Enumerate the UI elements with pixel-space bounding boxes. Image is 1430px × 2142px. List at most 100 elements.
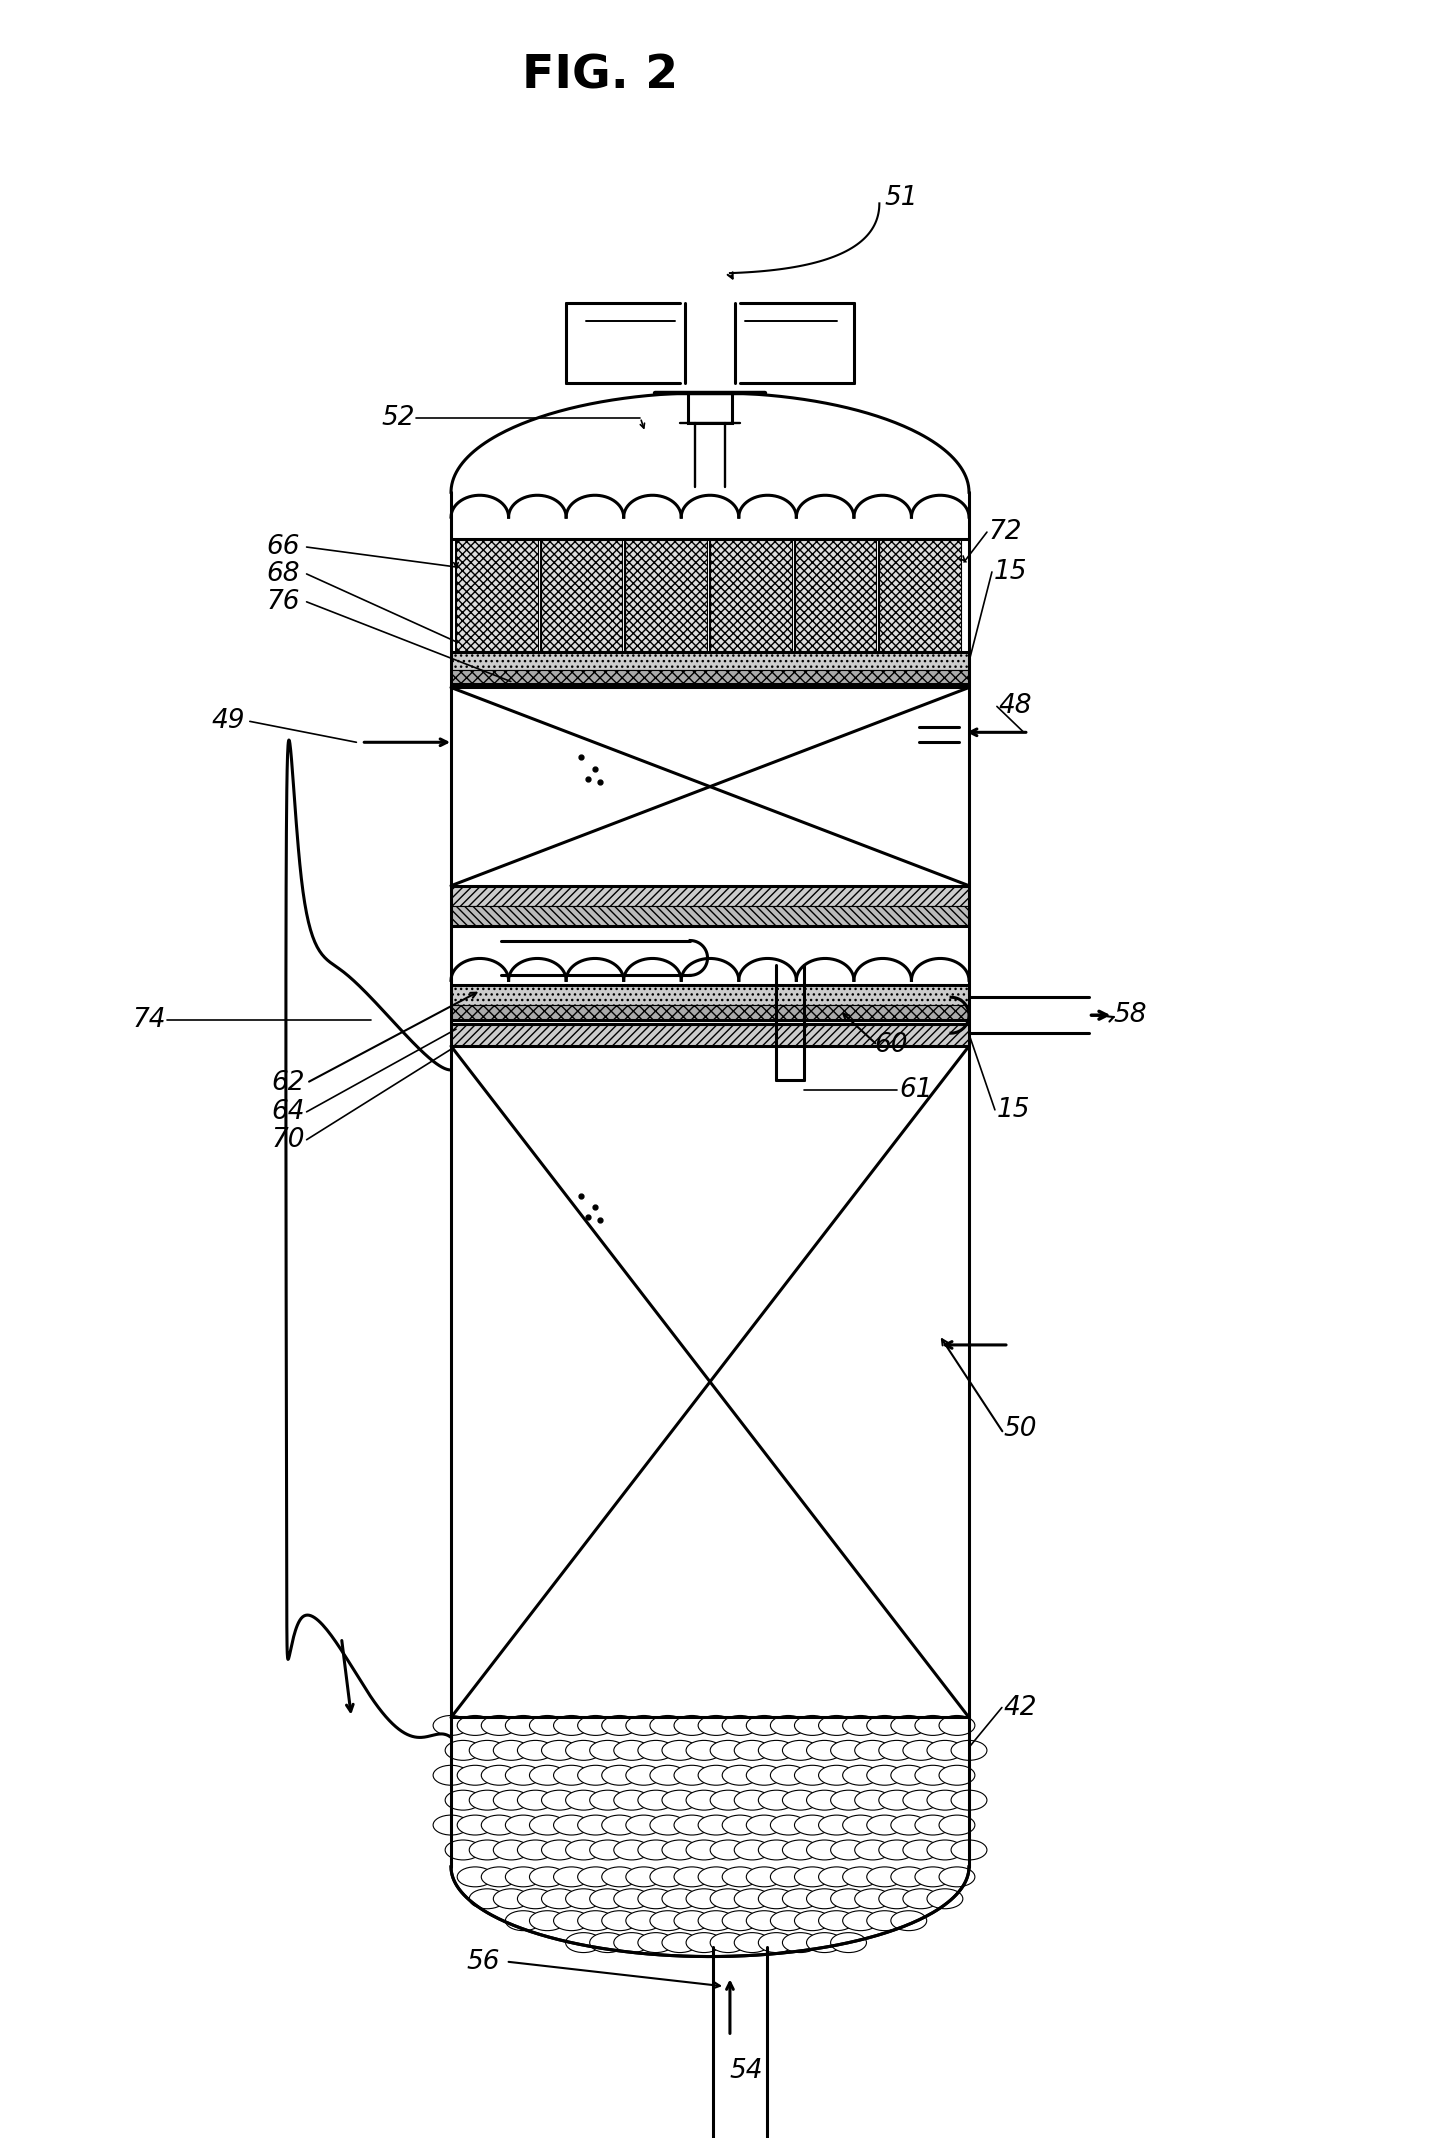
Ellipse shape — [662, 1791, 698, 1810]
Ellipse shape — [915, 1716, 951, 1735]
Ellipse shape — [578, 1868, 613, 1887]
Text: 52: 52 — [382, 405, 415, 431]
Ellipse shape — [602, 1716, 638, 1735]
Text: 48: 48 — [1000, 694, 1032, 720]
Bar — [450, 906, 970, 925]
Ellipse shape — [902, 1840, 938, 1859]
Ellipse shape — [771, 1911, 807, 1930]
Ellipse shape — [542, 1840, 578, 1859]
Text: FIG. 2: FIG. 2 — [522, 54, 678, 99]
Ellipse shape — [711, 1840, 746, 1859]
Ellipse shape — [746, 1716, 782, 1735]
Ellipse shape — [807, 1889, 842, 1909]
Ellipse shape — [927, 1889, 962, 1909]
Ellipse shape — [589, 1741, 625, 1761]
Ellipse shape — [589, 1889, 625, 1909]
Ellipse shape — [458, 1868, 493, 1887]
Ellipse shape — [782, 1840, 818, 1859]
Ellipse shape — [915, 1765, 951, 1784]
Ellipse shape — [771, 1868, 807, 1887]
Ellipse shape — [686, 1741, 722, 1761]
Ellipse shape — [602, 1911, 638, 1930]
Ellipse shape — [951, 1791, 987, 1810]
Ellipse shape — [613, 1889, 649, 1909]
Ellipse shape — [758, 1932, 794, 1954]
Ellipse shape — [722, 1765, 758, 1784]
Ellipse shape — [482, 1814, 518, 1836]
Ellipse shape — [433, 1765, 469, 1784]
Ellipse shape — [782, 1791, 818, 1810]
Ellipse shape — [842, 1765, 878, 1784]
Ellipse shape — [553, 1765, 589, 1784]
Ellipse shape — [855, 1889, 891, 1909]
Ellipse shape — [807, 1932, 842, 1954]
Ellipse shape — [674, 1765, 709, 1784]
Ellipse shape — [758, 1741, 794, 1761]
Text: 62: 62 — [272, 1071, 305, 1097]
Bar — [450, 1005, 970, 1020]
Ellipse shape — [734, 1889, 771, 1909]
Ellipse shape — [626, 1814, 662, 1836]
Ellipse shape — [578, 1765, 613, 1784]
Ellipse shape — [758, 1889, 794, 1909]
Ellipse shape — [807, 1791, 842, 1810]
Ellipse shape — [469, 1741, 505, 1761]
Ellipse shape — [915, 1814, 951, 1836]
Ellipse shape — [602, 1765, 638, 1784]
Ellipse shape — [711, 1791, 746, 1810]
Ellipse shape — [902, 1889, 938, 1909]
Ellipse shape — [553, 1814, 589, 1836]
Ellipse shape — [518, 1889, 553, 1909]
Ellipse shape — [566, 1791, 602, 1810]
Bar — [456, 540, 538, 651]
Ellipse shape — [493, 1840, 529, 1859]
Ellipse shape — [674, 1716, 709, 1735]
Ellipse shape — [469, 1791, 505, 1810]
Ellipse shape — [746, 1814, 782, 1836]
Ellipse shape — [674, 1911, 709, 1930]
Ellipse shape — [458, 1814, 493, 1836]
Ellipse shape — [638, 1791, 674, 1810]
Ellipse shape — [433, 1716, 469, 1735]
Ellipse shape — [782, 1741, 818, 1761]
Ellipse shape — [818, 1765, 855, 1784]
Ellipse shape — [855, 1791, 891, 1810]
Ellipse shape — [842, 1814, 878, 1836]
Ellipse shape — [686, 1791, 722, 1810]
Ellipse shape — [698, 1814, 734, 1836]
Ellipse shape — [722, 1911, 758, 1930]
Text: 61: 61 — [899, 1077, 932, 1103]
Ellipse shape — [649, 1814, 686, 1836]
Ellipse shape — [831, 1932, 867, 1954]
Ellipse shape — [505, 1814, 541, 1836]
Ellipse shape — [529, 1814, 565, 1836]
Ellipse shape — [891, 1868, 927, 1887]
Ellipse shape — [902, 1741, 938, 1761]
Ellipse shape — [662, 1741, 698, 1761]
Ellipse shape — [711, 1741, 746, 1761]
Ellipse shape — [529, 1868, 565, 1887]
Text: 54: 54 — [729, 2058, 764, 2084]
Ellipse shape — [758, 1840, 794, 1859]
Text: 64: 64 — [272, 1099, 305, 1125]
Ellipse shape — [795, 1765, 831, 1784]
Ellipse shape — [818, 1814, 855, 1836]
Ellipse shape — [566, 1932, 602, 1954]
Ellipse shape — [686, 1889, 722, 1909]
Ellipse shape — [807, 1741, 842, 1761]
Ellipse shape — [795, 1911, 831, 1930]
Ellipse shape — [433, 1814, 469, 1836]
Ellipse shape — [771, 1716, 807, 1735]
Ellipse shape — [940, 1868, 975, 1887]
Ellipse shape — [613, 1932, 649, 1954]
Ellipse shape — [638, 1840, 674, 1859]
Text: 58: 58 — [1114, 1002, 1147, 1028]
Ellipse shape — [662, 1932, 698, 1954]
Ellipse shape — [867, 1911, 902, 1930]
Ellipse shape — [626, 1868, 662, 1887]
Ellipse shape — [529, 1716, 565, 1735]
Ellipse shape — [493, 1791, 529, 1810]
Ellipse shape — [649, 1868, 686, 1887]
Ellipse shape — [891, 1765, 927, 1784]
Ellipse shape — [553, 1911, 589, 1930]
